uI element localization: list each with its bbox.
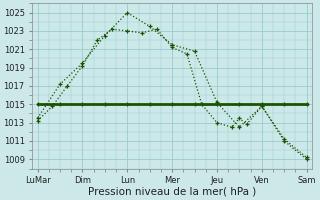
X-axis label: Pression niveau de la mer( hPa ): Pression niveau de la mer( hPa ) <box>88 187 256 197</box>
